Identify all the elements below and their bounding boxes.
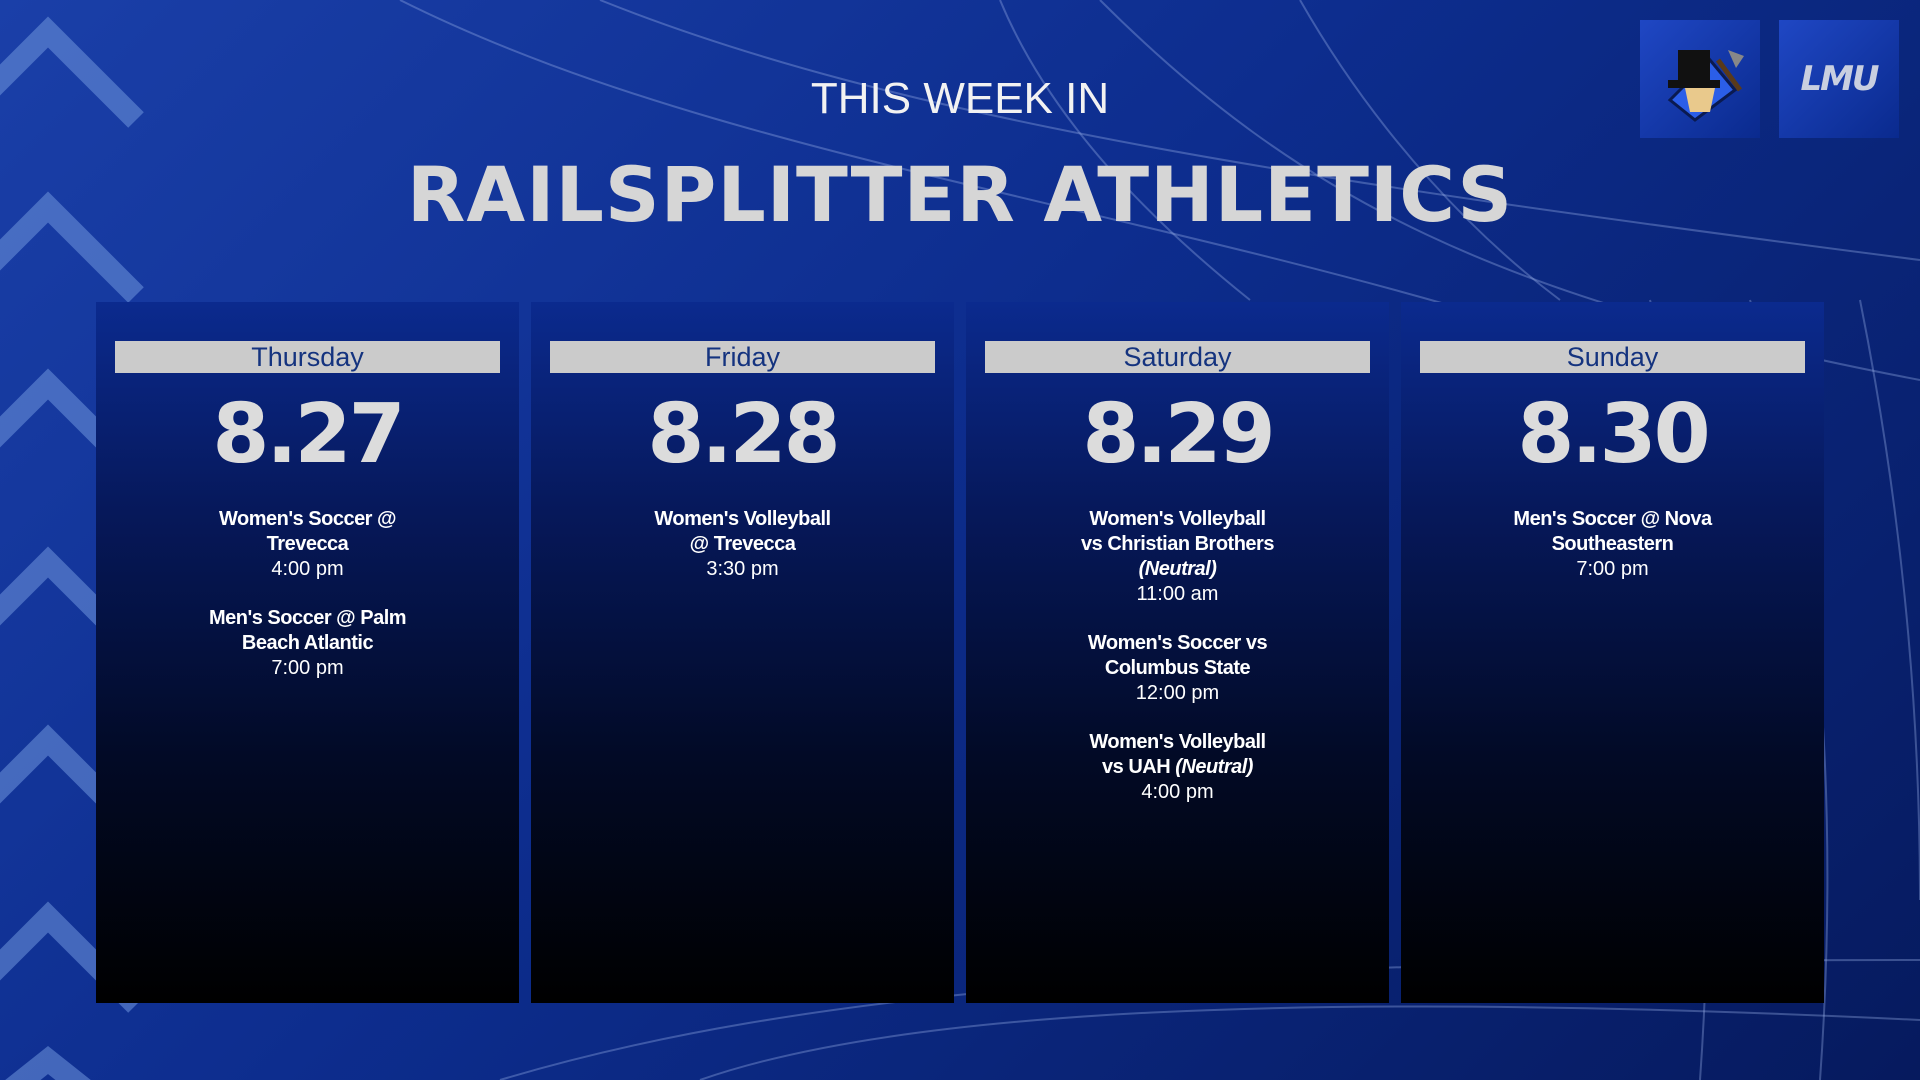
day-date: 8.28 (647, 387, 840, 482)
event: Women's Volleyball @ Trevecca 3:30 pm (643, 507, 843, 582)
lmu-logo: LMU (1779, 20, 1899, 138)
title: RAILSPLITTER ATHLETICS (406, 150, 1514, 239)
mascot-logo (1640, 20, 1760, 138)
day-name: Thursday (115, 341, 500, 373)
event-note: (Neutral) (1175, 756, 1253, 778)
event-time: 3:30 pm (706, 558, 779, 580)
event-title: Women's Volleyball vs UAH (Neutral) (1078, 730, 1278, 780)
event: Women's Volleyball vs UAH (Neutral) 4:00 … (1078, 730, 1278, 805)
event-time: 7:00 pm (271, 657, 344, 679)
day-panel: Saturday 8.29 Women's Volleyball vs Christ… (966, 302, 1389, 1003)
event-title: Women's Volleyball @ Trevecca (643, 507, 843, 557)
mascot-icon (1667, 50, 1744, 122)
event-name: Women's Soccer @ Trevecca (218, 508, 397, 555)
event: Women's Soccer @ Trevecca 4:00 pm (208, 507, 408, 582)
event-time: 12:00 pm (1135, 682, 1220, 704)
day-name: Sunday (1420, 341, 1805, 373)
event-name: Women's Volleyball vs UAH (1089, 731, 1266, 778)
day-panel: Thursday 8.27 Women's Soccer @ Trevecca 4:0… (96, 302, 519, 1003)
day-name: Friday (550, 341, 935, 373)
event-name: Men's Soccer @ Nova Southeastern (1513, 508, 1712, 555)
event-name: Women's Volleyball @ Trevecca (654, 508, 831, 555)
event-name: Men's Soccer @ Palm Beach Atlantic (208, 607, 407, 654)
event: Women's Volleyball vs Christian Brothers… (1078, 507, 1278, 607)
event-title: Women's Volleyball vs Christian Brothers… (1078, 507, 1278, 582)
event-note: (Neutral) (1138, 558, 1217, 580)
day-panel: Friday 8.28 Women's Volleyball @ Trevecca 3… (531, 302, 954, 1003)
subtitle: THIS WEEK IN (810, 74, 1110, 123)
day-date: 8.27 (212, 387, 405, 482)
day-panel: Sunday 8.30 Men's Soccer @ Nova Southeaste… (1401, 302, 1824, 1003)
event-title: Women's Soccer vs Columbus State (1078, 631, 1278, 681)
event-time: 4:00 pm (271, 558, 344, 580)
event: Men's Soccer @ Palm Beach Atlantic 7:00 p… (208, 606, 408, 681)
event-time: 4:00 pm (1141, 781, 1214, 803)
day-date: 8.29 (1082, 387, 1275, 482)
event-title: Men's Soccer @ Palm Beach Atlantic (208, 606, 408, 656)
event-title: Women's Soccer @ Trevecca (208, 507, 408, 557)
event-time: 7:00 pm (1576, 558, 1649, 580)
event-time: 11:00 am (1136, 583, 1219, 605)
event-title: Men's Soccer @ Nova Southeastern (1513, 507, 1713, 557)
day-date: 8.30 (1517, 387, 1710, 482)
event: Women's Soccer vs Columbus State 12:00 pm (1078, 631, 1278, 706)
day-name: Saturday (985, 341, 1370, 373)
event-name: Women's Volleyball vs Christian Brothers (1081, 508, 1274, 555)
event-name: Women's Soccer vs Columbus State (1087, 632, 1268, 679)
event: Men's Soccer @ Nova Southeastern 7:00 pm (1513, 507, 1713, 582)
